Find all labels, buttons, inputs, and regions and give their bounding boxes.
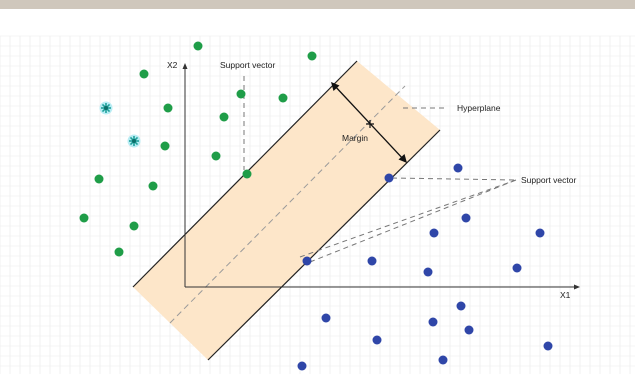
- class-a-point: [114, 247, 124, 257]
- class-a-point: [236, 89, 246, 99]
- y-axis-label: X2: [167, 60, 178, 70]
- class-b-point: [453, 163, 463, 173]
- support-vector-right-leader-1: [391, 177, 517, 181]
- hyperplane-line: [169, 85, 406, 324]
- class-a-point: [211, 151, 221, 161]
- class-b-point: [423, 267, 433, 277]
- margin-label: Margin: [342, 133, 368, 143]
- class-a-point: [160, 141, 170, 151]
- support-vector-right-leader-3: [309, 179, 517, 263]
- class-b-point: [429, 228, 439, 238]
- margin-arrow-line: [332, 83, 406, 162]
- class-b-point: [384, 173, 394, 183]
- class-b-point: [512, 263, 522, 273]
- class-a-point: [139, 69, 149, 79]
- class-b-point: [464, 325, 474, 335]
- y-axis-arrow-icon: [182, 63, 188, 69]
- class-a-point: [193, 41, 203, 51]
- support-vector-right-leader-2: [299, 179, 517, 258]
- class-a-point: [163, 103, 173, 113]
- class-a-point: [242, 169, 252, 179]
- data-points: [79, 41, 553, 371]
- asterisk-icon: [127, 134, 141, 148]
- support-vector-top-label: Support vector: [220, 60, 275, 70]
- class-a-point: [219, 112, 229, 122]
- class-b-point: [438, 355, 448, 365]
- hyperplane-label: Hyperplane: [457, 103, 501, 113]
- class-b-point: [302, 256, 312, 266]
- support-vector-right-label: Support vector: [521, 175, 576, 185]
- lower-boundary-line: [207, 129, 441, 361]
- class-b-point: [428, 317, 438, 327]
- class-a-point: [148, 181, 158, 191]
- class-a-point: [129, 221, 139, 231]
- margin-arrow-head-bottom-icon: [398, 154, 407, 163]
- margin-center-tick-icon: [366, 120, 374, 128]
- class-b-point: [543, 341, 553, 351]
- class-a-point: [307, 51, 317, 61]
- class-a-point: [79, 213, 89, 223]
- margin-band: [133, 61, 440, 360]
- asterisk-icon: [99, 101, 113, 115]
- class-b-point: [372, 335, 382, 345]
- x-axis-arrow-icon: [574, 284, 580, 290]
- class-b-point: [297, 361, 307, 371]
- margin-arrow-head-top-icon: [331, 82, 340, 91]
- top-bar: [0, 0, 635, 9]
- class-b-point: [367, 256, 377, 266]
- class-b-point: [461, 213, 471, 223]
- class-a-point: [278, 93, 288, 103]
- class-b-point: [456, 301, 466, 311]
- x-axis-label: X1: [560, 290, 571, 300]
- class-a-point: [94, 174, 104, 184]
- class-b-point: [321, 313, 331, 323]
- class-b-point: [535, 228, 545, 238]
